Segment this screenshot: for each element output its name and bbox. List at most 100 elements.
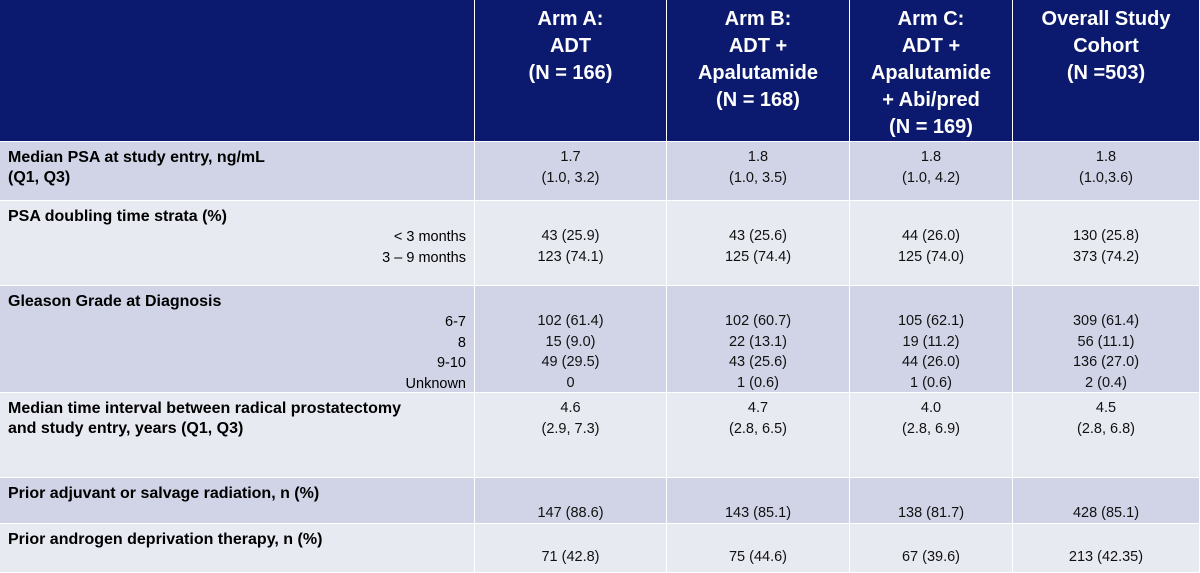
cell-line: 56 (11.1)	[1077, 333, 1135, 350]
header-line: Overall Study	[1041, 8, 1171, 30]
cell-line: 125 (74.0)	[897, 248, 965, 265]
sub-label: 8	[457, 334, 466, 351]
data-cell: 4.0 (2.8, 6.9)	[850, 393, 1012, 477]
header-cell: Arm A: ADT (N = 166)	[475, 0, 666, 141]
cell-line: 44 (26.0)	[901, 354, 961, 370]
cell-line: 1.8	[920, 149, 942, 165]
cell-line: 19 (11.2)	[902, 333, 960, 350]
label-line: Gleason Grade at Diagnosis	[8, 293, 222, 310]
label-line: Median time interval between radical pro…	[8, 400, 402, 417]
label-line: and study entry, years (Q1, Q3)	[8, 420, 244, 437]
header-cell: Arm C: ADT + Apalutamide + Abi/pred (N = 169…	[850, 0, 1012, 141]
data-cell: 1.7 (1.0, 3.2)	[475, 142, 666, 200]
cell-line: 1.7	[560, 149, 581, 165]
data-cell: 102 (61.4) 15 (9.0) 49 (29.5) 0	[475, 286, 666, 392]
cell-line: 102 (61.4)	[537, 313, 604, 329]
cell-line: 1 (0.6)	[737, 374, 779, 391]
cell-line: 71 (42.8)	[541, 549, 600, 565]
data-cell: 67 (39.6)	[850, 524, 1012, 572]
cell-line: 1 (0.6)	[910, 374, 952, 391]
data-cell: 147 (88.6)	[475, 478, 666, 523]
header-line: ADT +	[728, 35, 788, 57]
data-cell: 428 (85.1)	[1013, 478, 1199, 523]
data-cell: 4.7 (2.8, 6.5)	[667, 393, 849, 477]
cell-line: 102 (60.7)	[724, 313, 792, 329]
cell-line: (1.0, 3.5)	[728, 169, 788, 186]
data-cell: 1.8 (1.0,3.6)	[1013, 142, 1199, 200]
cell-line: 309 (61.4)	[1072, 313, 1140, 329]
header-line: Arm A:	[537, 8, 604, 30]
cell-line: 75 (44.6)	[728, 549, 788, 565]
cell-line: 1.8	[1095, 149, 1117, 165]
row-label: Median time interval between radical pro…	[0, 393, 474, 477]
header-line: + Abi/pred	[882, 89, 980, 111]
data-cell: 1.8 (1.0, 3.5)	[667, 142, 849, 200]
cell-line: 4.6	[560, 400, 581, 416]
row-label: PSA doubling time strata (%) < 3 months 3 …	[0, 201, 474, 285]
cell-line: (1.0,3.6)	[1079, 169, 1133, 186]
header-cell: Overall Study Cohort (N =503)	[1013, 0, 1199, 141]
sub-label: 3 – 9 months	[382, 249, 466, 266]
header-line: (N = 168)	[716, 89, 800, 111]
cell-line: 213 (42.35)	[1068, 549, 1144, 565]
label-line: PSA doubling time strata (%)	[8, 208, 227, 225]
data-cell: 43 (25.6) 125 (74.4)	[667, 201, 849, 285]
cell-line: 0	[566, 374, 575, 391]
cell-line: (1.0, 4.2)	[901, 169, 961, 186]
sub-label: Unknown	[405, 375, 466, 392]
data-cell: 43 (25.9) 123 (74.1)	[475, 201, 666, 285]
header-line: Arm B:	[724, 8, 792, 30]
sub-label: < 3 months	[393, 229, 466, 245]
data-cell: 4.6 (2.9, 7.3)	[475, 393, 666, 477]
data-cell: 138 (81.7)	[850, 478, 1012, 523]
cell-line: 4.5	[1095, 400, 1117, 416]
sub-label: 6-7	[445, 314, 466, 330]
data-cell: 143 (85.1)	[667, 478, 849, 523]
cell-line: 147 (88.6)	[537, 505, 604, 521]
cell-line: 22 (13.1)	[728, 333, 788, 350]
data-cell: 4.5 (2.8, 6.8)	[1013, 393, 1199, 477]
label-line: (Q1, Q3)	[8, 169, 71, 186]
data-cell: 130 (25.8) 373 (74.2)	[1013, 201, 1199, 285]
cell-line: 130 (25.8)	[1072, 228, 1140, 244]
cell-line: 428 (85.1)	[1072, 505, 1140, 521]
cell-line: 4.7	[747, 400, 769, 416]
data-cell: 71 (42.8)	[475, 524, 666, 572]
header-line: ADT +	[901, 35, 961, 57]
header-line: (N = 169)	[889, 116, 973, 138]
header-line: Apalutamide	[870, 62, 992, 84]
data-cell: 213 (42.35)	[1013, 524, 1199, 572]
header-line: Cohort	[1073, 35, 1139, 57]
row-label: Gleason Grade at Diagnosis 6-7 8 9-10 Unknow…	[0, 286, 474, 392]
row-label: Prior androgen deprivation therapy, n (%…	[0, 524, 474, 572]
cell-line: 2 (0.4)	[1085, 374, 1127, 391]
cell-line: 136 (27.0)	[1072, 354, 1140, 370]
cell-line: 43 (25.9)	[541, 228, 600, 244]
header-line: Arm C:	[897, 8, 965, 30]
cell-line: 105 (62.1)	[897, 313, 965, 329]
cell-line: 43 (25.6)	[728, 228, 788, 244]
row-label: Median PSA at study entry, ng/mL (Q1, Q3)	[0, 142, 474, 200]
header-line: ADT	[549, 35, 592, 57]
cell-line: 49 (29.5)	[541, 354, 600, 370]
cell-line: 4.0	[920, 400, 942, 416]
cell-line: 1.8	[747, 149, 769, 165]
cell-line: (2.8, 6.5)	[728, 420, 788, 437]
data-cell: 102 (60.7) 22 (13.1) 43 (25.6) 1 (0.6)	[667, 286, 849, 392]
row-label: Prior adjuvant or salvage radiation, n (…	[0, 478, 474, 523]
label-line: Prior adjuvant or salvage radiation, n (…	[8, 485, 320, 502]
cell-line: 125 (74.4)	[724, 248, 792, 265]
cell-line: (2.9, 7.3)	[541, 420, 600, 437]
data-cell: 44 (26.0) 125 (74.0)	[850, 201, 1012, 285]
cell-line: 67 (39.6)	[901, 549, 961, 565]
cell-line: (1.0, 3.2)	[541, 169, 600, 186]
label-line: Median PSA at study entry, ng/mL	[8, 149, 265, 166]
data-cell: 1.8 (1.0, 4.2)	[850, 142, 1012, 200]
header-line: Apalutamide	[697, 62, 819, 84]
header-corner	[0, 0, 474, 141]
cell-line: 44 (26.0)	[901, 228, 961, 244]
cell-line: 138 (81.7)	[897, 505, 965, 521]
header-line: (N = 166)	[528, 62, 613, 84]
cell-line: 373 (74.2)	[1072, 248, 1140, 265]
